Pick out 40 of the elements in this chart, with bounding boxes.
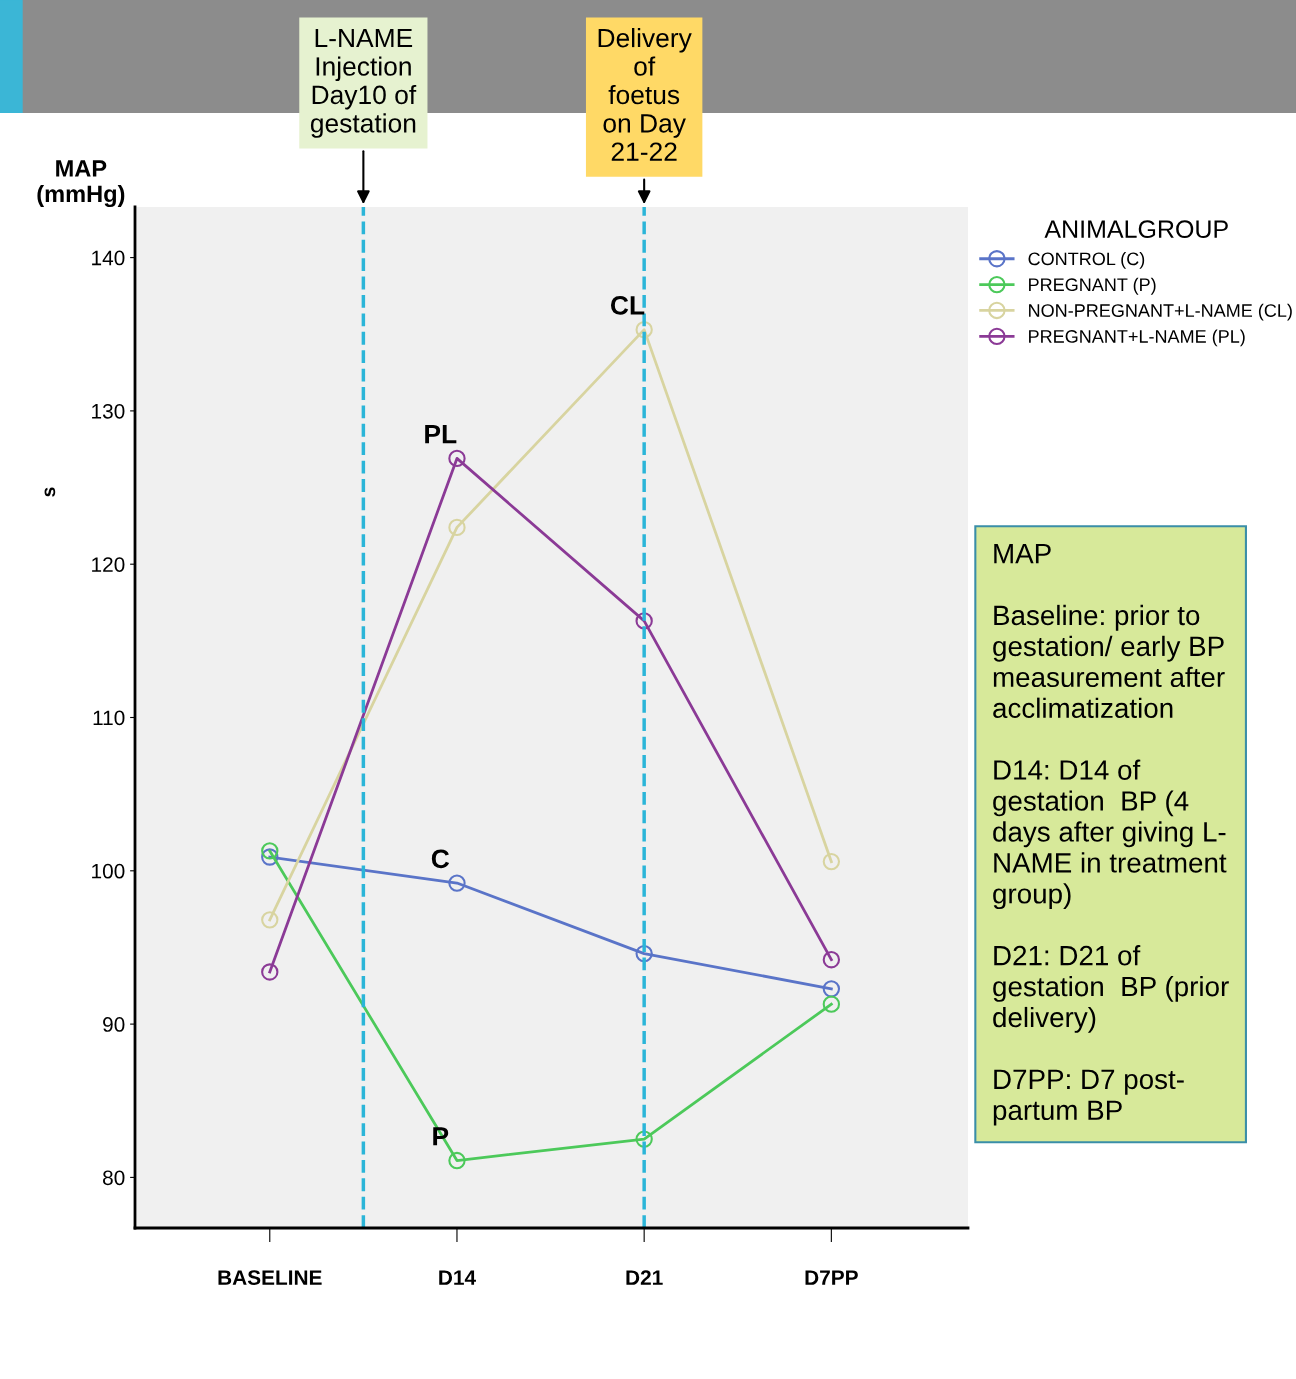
y-tick-label: 110 bbox=[93, 710, 125, 726]
point bbox=[448, 1151, 466, 1170]
annotation: CL bbox=[610, 296, 645, 315]
legend-title: ANIMALGROUP bbox=[1044, 220, 1228, 238]
text: s bbox=[44, 487, 56, 497]
text: L-NAME Injection Day10 of gestation bbox=[310, 28, 417, 138]
y-tick-label: 90 bbox=[103, 1017, 125, 1032]
point bbox=[261, 911, 279, 929]
y-axis-title: MAP (mmHg) bbox=[37, 160, 125, 207]
point bbox=[261, 842, 279, 860]
legend-label: NON-PREGNANT+L-NAME (CL) bbox=[1029, 303, 1292, 321]
y-tick-label: 130 bbox=[92, 403, 125, 419]
point bbox=[261, 963, 279, 981]
y-tick-label: 120 bbox=[92, 557, 125, 572]
point bbox=[635, 944, 653, 963]
point bbox=[261, 848, 279, 866]
y-tick-label: 140 bbox=[92, 250, 125, 266]
point bbox=[448, 449, 466, 468]
ref-line-label: Delivery of foetus on Day 21-22 bbox=[598, 28, 692, 161]
x-tick-label: D7PP bbox=[805, 1270, 858, 1285]
point bbox=[822, 995, 841, 1013]
point bbox=[635, 1130, 653, 1148]
legend-label: PREGNANT+L-NAME (PL) bbox=[1029, 329, 1245, 347]
point bbox=[822, 951, 841, 969]
text: MAP Baseline: prior to gestation/ early BP measurement after acclimatization D14: D14 of gestation BP (4 days after giving L- NAME in treatment group) D21: D21 of gestation BP (prior delivery) D7PP: D7 post- partum BP bbox=[993, 544, 1229, 1126]
legend-label: CONTROL (C) bbox=[1028, 251, 1145, 269]
point bbox=[822, 980, 841, 998]
point bbox=[448, 518, 466, 537]
annotation: C bbox=[431, 849, 450, 869]
y-tick-label: 100 bbox=[92, 863, 125, 879]
point bbox=[635, 612, 653, 630]
point bbox=[822, 852, 841, 871]
point bbox=[448, 874, 466, 892]
point bbox=[635, 320, 653, 339]
x-tick-label: D21 bbox=[626, 1270, 663, 1285]
x-tick-label: BASELINE bbox=[218, 1270, 322, 1285]
annotation: PL bbox=[425, 425, 457, 444]
x-tick-label: D14 bbox=[439, 1270, 476, 1285]
legend-label: PREGNANT (P) bbox=[1029, 277, 1156, 295]
y-tick-label: 80 bbox=[103, 1170, 125, 1186]
